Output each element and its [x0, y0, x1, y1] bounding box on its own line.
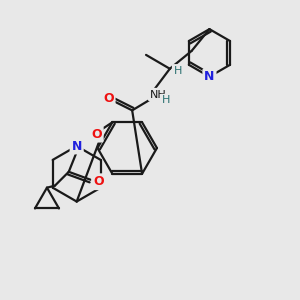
Text: O: O — [91, 128, 102, 141]
Text: H: H — [174, 66, 182, 76]
Text: H: H — [162, 95, 170, 106]
Text: O: O — [93, 175, 104, 188]
Text: NH: NH — [150, 89, 166, 100]
Text: N: N — [204, 70, 214, 83]
Text: N: N — [71, 140, 82, 153]
Text: O: O — [103, 92, 114, 105]
